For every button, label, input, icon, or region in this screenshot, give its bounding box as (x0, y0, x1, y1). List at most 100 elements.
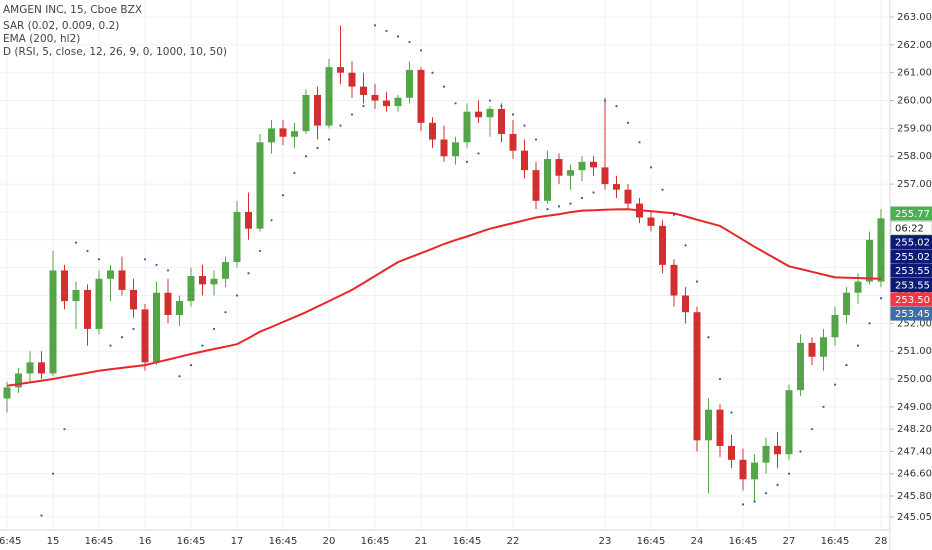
sar-dot (327, 138, 331, 141)
sar-dot (63, 428, 66, 431)
x-tick-label: 16:45 (821, 536, 850, 547)
sar-dot (856, 344, 860, 347)
sar-dot (546, 208, 549, 211)
sar-dot (695, 280, 699, 283)
candle-body (843, 292, 850, 315)
y-tick-label: 250.00 (897, 374, 932, 385)
sar-dot (879, 297, 883, 300)
candle-body (38, 362, 45, 374)
sar-dot (212, 327, 216, 331)
candle-body (72, 289, 80, 302)
sar-dot (408, 40, 411, 44)
candle-body (61, 270, 68, 302)
x-tick-label: 16:45 (361, 536, 390, 547)
x-tick-label: 17 (231, 536, 244, 547)
sar-dot (454, 102, 457, 105)
y-tick-label: 259.00 (897, 123, 932, 134)
sar-dot (810, 428, 814, 431)
y-tick-label: 261.00 (897, 68, 932, 79)
sar-dot (97, 258, 101, 261)
chart-title: AMGEN INC, 15, Cboe BZX (3, 4, 142, 16)
candle-body (107, 270, 114, 279)
price-label-box (890, 292, 932, 307)
price-label-box (890, 206, 932, 221)
y-tick-label: 252.00 (897, 318, 932, 329)
sar-dot (120, 336, 124, 339)
price-label: 06:22 (895, 223, 924, 234)
candle-body (49, 270, 57, 374)
sar-dot (465, 160, 469, 163)
sar-dot (569, 202, 572, 205)
sar-dot (753, 500, 756, 503)
y-tick-label: 263.00 (897, 12, 932, 23)
axes: 263.00 262.00 261.00 260.00 259.00 258.00 257.… (0, 12, 932, 547)
candle-body (429, 122, 436, 140)
sar-dot (741, 503, 745, 506)
x-tick-label: 16:45 (269, 536, 298, 547)
x-tick-label: 24 (691, 536, 704, 547)
price-label-box (890, 306, 932, 321)
candle-body (498, 108, 505, 134)
candle-body (118, 270, 126, 290)
sar-dot (385, 29, 388, 33)
candle-body (153, 292, 160, 363)
sar-dot (845, 364, 848, 367)
sar-dot (868, 322, 871, 325)
sar-dot (511, 113, 515, 116)
y-tick-label: 249.00 (897, 402, 932, 413)
sar-dot (603, 99, 607, 102)
sar-dot (431, 71, 434, 74)
candle-body (613, 184, 620, 190)
price-label-box (890, 263, 932, 278)
candle-body (624, 189, 632, 204)
candle-body (659, 225, 666, 265)
sar-dot (51, 472, 55, 475)
candle-body (808, 342, 816, 357)
x-tick-label: 16 (139, 536, 152, 547)
price-label: 255.02 (895, 238, 930, 249)
candle-body (245, 211, 252, 229)
sar-dot (799, 450, 802, 453)
sar-dot (40, 514, 43, 517)
y-tick-label: 257.00 (897, 179, 932, 190)
sar-dot (373, 24, 377, 27)
sar-dot (833, 383, 837, 386)
y-tick-label: 251.00 (897, 346, 932, 357)
sar-dot (235, 294, 239, 297)
x-tick-label: 16:45 (0, 536, 21, 547)
x-tick-label: 16:45 (637, 536, 666, 547)
sar-dot (638, 141, 641, 144)
x-tick-label: 27 (783, 536, 796, 547)
candle-body (394, 97, 402, 107)
y-tick-label: 247.40 (897, 446, 932, 457)
x-tick-label: 28 (875, 536, 888, 547)
candle-body (199, 276, 206, 285)
x-tick-label: 22 (507, 536, 520, 547)
candle-body (601, 167, 609, 185)
y-tick-label: 245.05 (897, 512, 932, 523)
candle-body (130, 289, 137, 310)
sar-dot (293, 171, 296, 175)
candle-body (222, 262, 229, 279)
sar-dot (396, 35, 400, 38)
candle-body (302, 94, 310, 132)
candle-body (314, 94, 321, 126)
candle-body (337, 67, 344, 73)
sar-dot (615, 105, 618, 108)
candle-body (521, 150, 528, 171)
sar-dot (592, 191, 595, 194)
sar-dot (649, 166, 653, 169)
candle-body (682, 295, 689, 313)
x-tick-label: 16:45 (177, 536, 206, 547)
sar-dot (718, 377, 722, 381)
candle-body (486, 108, 494, 118)
price-labels: 255.77 06:22 255.02 255.02 253.55 253.55 253.5… (890, 206, 932, 321)
sar-dot (201, 344, 204, 347)
sar-dot (132, 327, 135, 331)
candle-body (406, 69, 413, 98)
candle-body (176, 301, 183, 315)
candle-body (383, 100, 390, 107)
candle-body (555, 159, 563, 176)
candle-body (256, 142, 264, 229)
candle-body (567, 170, 574, 176)
